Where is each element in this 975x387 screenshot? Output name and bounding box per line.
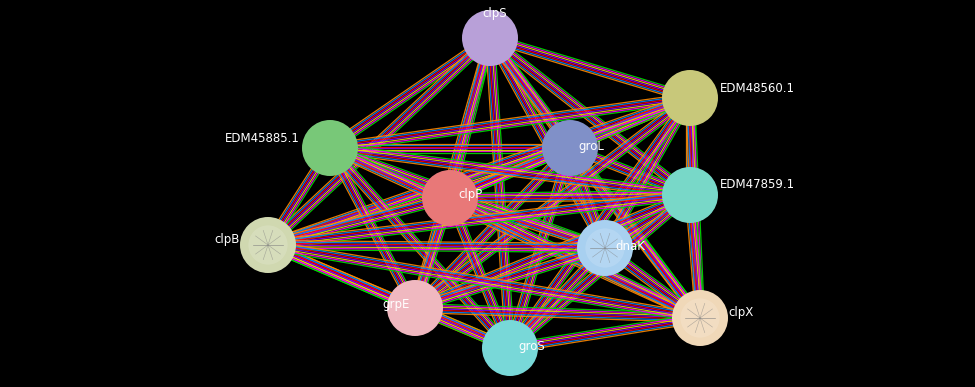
Circle shape [387, 280, 443, 336]
Text: EDM45885.1: EDM45885.1 [225, 132, 300, 144]
Text: grpE: grpE [382, 298, 410, 311]
Text: clpB: clpB [214, 233, 240, 246]
Text: dnaK: dnaK [615, 240, 644, 253]
Circle shape [542, 120, 598, 176]
Text: clpP: clpP [458, 188, 483, 201]
Circle shape [240, 217, 296, 273]
Text: groS: groS [518, 340, 545, 353]
Text: EDM47859.1: EDM47859.1 [720, 178, 796, 192]
Circle shape [462, 10, 518, 66]
Text: clpX: clpX [728, 306, 754, 319]
Circle shape [662, 167, 718, 223]
Circle shape [302, 120, 358, 176]
Text: clpS: clpS [483, 7, 507, 20]
Circle shape [585, 228, 625, 267]
Text: EDM48560.1: EDM48560.1 [720, 82, 795, 94]
Circle shape [422, 170, 478, 226]
Circle shape [249, 225, 288, 265]
Circle shape [482, 320, 538, 376]
Circle shape [681, 298, 720, 337]
Circle shape [662, 70, 718, 126]
Circle shape [577, 220, 633, 276]
Circle shape [672, 290, 728, 346]
Text: groL: groL [578, 140, 604, 153]
